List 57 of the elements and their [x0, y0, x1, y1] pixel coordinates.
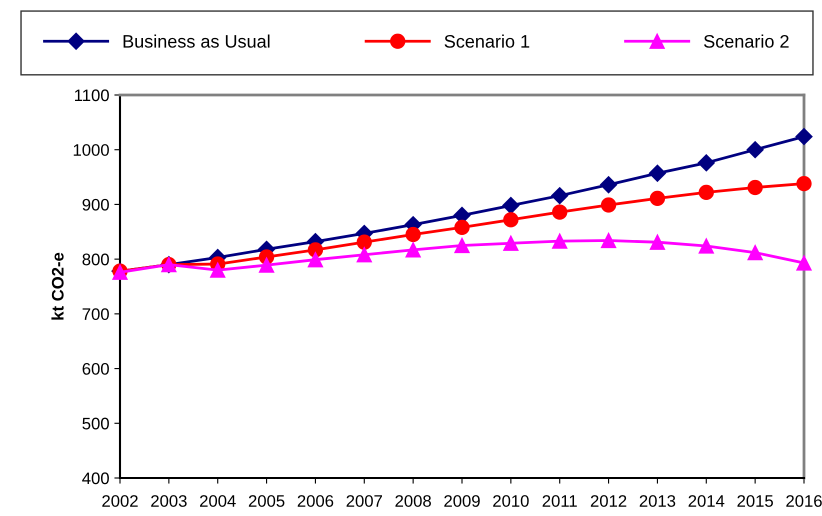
x-tick-label: 2014	[688, 495, 724, 507]
point	[503, 236, 518, 251]
point	[258, 258, 274, 273]
legend-label: Business as Usual	[124, 34, 270, 48]
point	[454, 238, 470, 254]
y-tick-label: 1000	[74, 144, 109, 156]
point	[406, 242, 421, 258]
y-tick-label: 900	[82, 198, 109, 211]
point	[748, 180, 763, 196]
point	[552, 204, 568, 220]
x-tick-label: 2005	[248, 495, 284, 507]
point	[210, 262, 226, 278]
point	[503, 212, 518, 228]
x-tick-label: 2004	[200, 495, 236, 507]
x-tick-label: 2006	[298, 495, 334, 507]
legend-label: Scenario 1	[444, 34, 530, 48]
x-tick-label: 2009	[444, 495, 480, 507]
point	[796, 255, 812, 271]
y-tick-label: 800	[82, 254, 109, 266]
point	[600, 176, 618, 194]
point	[551, 187, 568, 204]
x-tick-label: 2015	[737, 495, 773, 507]
point	[746, 141, 764, 158]
point	[650, 190, 666, 206]
point	[308, 252, 324, 268]
x-tick-label: 2013	[640, 495, 676, 507]
point	[795, 128, 813, 146]
x-tick-label: 2010	[493, 495, 529, 507]
point	[356, 234, 372, 250]
point	[748, 244, 763, 260]
point	[698, 238, 714, 254]
x-tick-label: 2011	[542, 495, 577, 507]
point	[648, 164, 666, 182]
y-tick-label: 500	[82, 418, 109, 430]
point	[356, 247, 372, 262]
y-tick-label: 700	[82, 308, 109, 320]
point	[406, 226, 421, 242]
point	[698, 184, 714, 200]
point	[698, 154, 715, 172]
x-tick-label: 2003	[151, 495, 187, 507]
y-tick-label: 600	[82, 362, 109, 375]
point	[600, 232, 616, 248]
point	[552, 233, 568, 249]
legend-label: Scenario 2	[704, 34, 789, 48]
x-tick-label: 2008	[395, 495, 431, 507]
point	[454, 220, 470, 236]
y-axis-title: kt CO2-e	[51, 252, 64, 320]
point	[600, 197, 616, 213]
x-tick-label: 2002	[102, 495, 138, 507]
point	[796, 176, 812, 192]
y-tick-label: 1100	[75, 89, 109, 102]
x-tick-label: 2012	[590, 495, 626, 507]
point	[502, 196, 520, 214]
point	[650, 234, 666, 250]
x-tick-label: 2007	[346, 495, 382, 507]
y-tick-label: 400	[82, 472, 109, 484]
x-tick-label: 2016	[786, 495, 822, 507]
